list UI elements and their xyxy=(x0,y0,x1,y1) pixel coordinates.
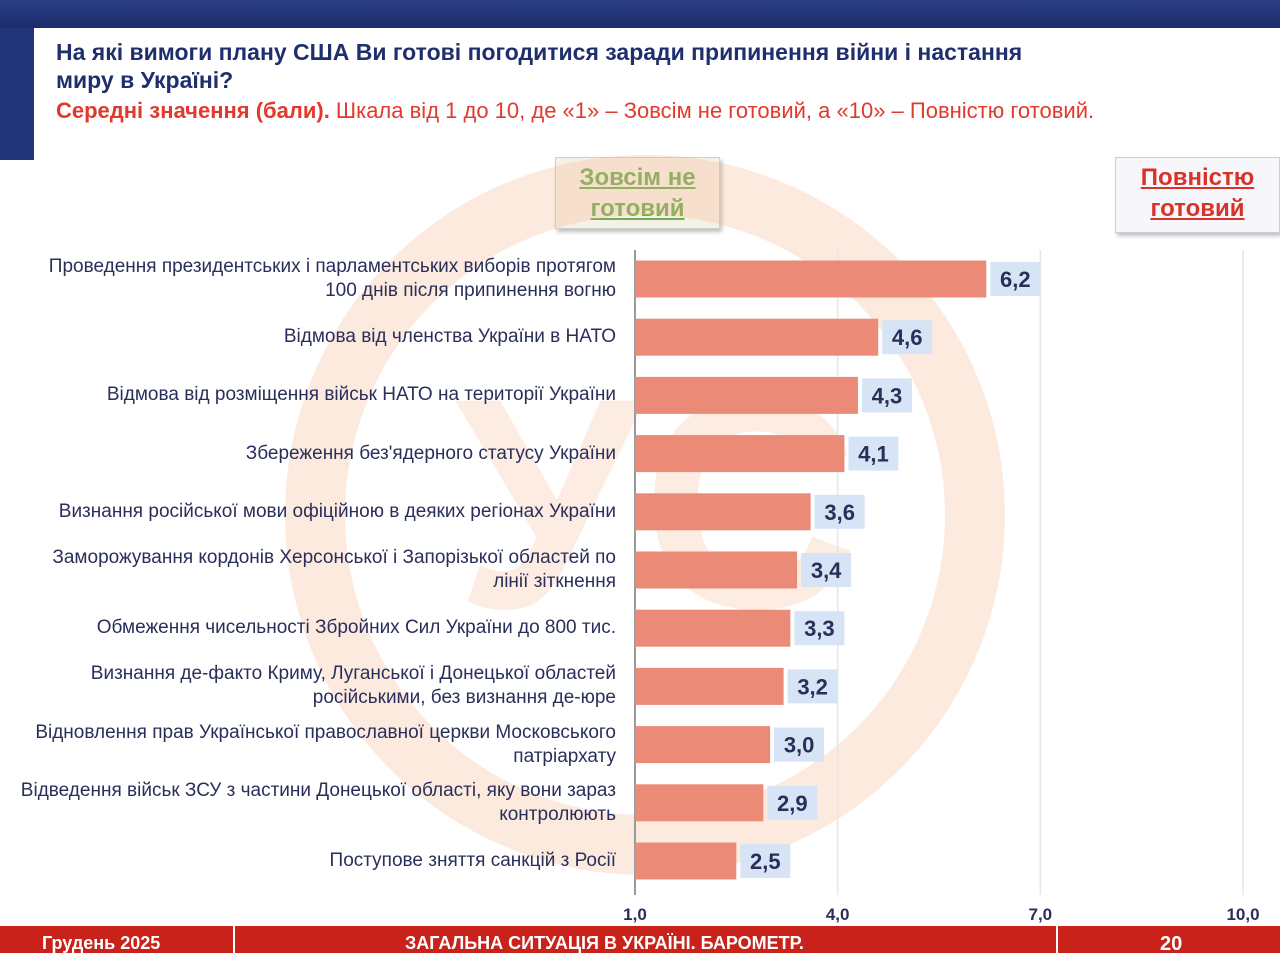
legend-not-ready: Зовсім не готовий xyxy=(555,157,720,229)
footer-divider xyxy=(233,926,235,953)
value-label: 2,9 xyxy=(777,791,808,816)
value-label-background xyxy=(794,611,845,646)
top-bar xyxy=(0,0,1280,28)
value-label-background xyxy=(882,320,933,355)
value-label-background xyxy=(990,262,1041,296)
category-label: Відмова від розміщення військ НАТО на те… xyxy=(106,384,616,406)
legend-fully-ready: Повністю готовий xyxy=(1115,157,1280,233)
x-tick-label: 7,0 xyxy=(1029,905,1053,924)
category-label: Відведення військ ЗСУ з частини Донецько… xyxy=(20,779,616,825)
x-tick-label: 1,0 xyxy=(623,905,647,924)
bar xyxy=(635,784,764,822)
bar xyxy=(635,260,987,298)
bar xyxy=(635,726,771,764)
category-label: Поступове зняття санкцій з Росії xyxy=(329,850,616,871)
subtitle: Середні значення (бали). Шкала від 1 до … xyxy=(56,98,1094,124)
value-label-background xyxy=(767,785,818,820)
category-label: Відновлення прав Української православно… xyxy=(35,721,616,767)
bar xyxy=(635,551,798,589)
footer-title: ЗАГАЛЬНА СИТУАЦІЯ В УКРАЇНІ. БАРОМЕТР. xyxy=(405,933,804,953)
subtitle-bold: Середні значення (бали). xyxy=(56,98,330,123)
value-label: 3,4 xyxy=(811,558,842,583)
subtitle-rest: Шкала від 1 до 10, де «1» – Зовсім не го… xyxy=(329,98,1095,123)
category-label: Визнання де-факто Криму, Луганської і До… xyxy=(90,663,616,709)
category-label: Обмеження чисельності Збройних Сил Украї… xyxy=(96,617,616,639)
value-label: 3,6 xyxy=(824,500,855,525)
bar xyxy=(635,318,879,356)
value-label: 3,3 xyxy=(804,616,835,641)
bar xyxy=(635,609,791,647)
value-label-background xyxy=(861,378,912,413)
category-label: Відмова від членства України в НАТО xyxy=(283,326,616,348)
left-accent-bar xyxy=(0,28,34,160)
bar xyxy=(635,376,858,414)
category-label: Заморожування кордонів Херсонської і Зап… xyxy=(52,547,616,592)
bar xyxy=(635,435,845,473)
category-label: Збереження без'ядерного статусу України xyxy=(245,442,616,464)
value-label-background xyxy=(787,669,838,704)
question-title: На які вимоги плану США Ви готові погоди… xyxy=(56,39,1023,93)
value-label: 4,6 xyxy=(892,325,923,350)
value-label-background xyxy=(774,727,825,762)
value-label-background xyxy=(801,553,852,587)
value-label: 3,2 xyxy=(797,674,828,699)
bar xyxy=(635,493,811,531)
value-label: 4,1 xyxy=(858,442,889,467)
value-label-background xyxy=(814,494,865,529)
value-label-background xyxy=(740,844,791,878)
category-label: Визнання російської мови офіційною в дея… xyxy=(58,500,616,522)
footer-divider xyxy=(1056,926,1058,953)
footer-date: Грудень 2025 xyxy=(42,933,161,953)
x-tick-label: 10,0 xyxy=(1226,905,1259,924)
bar xyxy=(635,667,784,705)
bar xyxy=(635,842,737,880)
value-label: 2,5 xyxy=(750,849,781,874)
footer-bar xyxy=(0,926,1280,953)
x-tick-label: 4,0 xyxy=(826,905,850,924)
value-label: 4,3 xyxy=(872,383,903,408)
value-label: 3,0 xyxy=(784,733,815,758)
value-label-background xyxy=(848,436,899,471)
value-label: 6,2 xyxy=(1000,267,1031,292)
footer-page-number: 20 xyxy=(1160,933,1183,955)
category-label: Проведення президентських і парламентськ… xyxy=(48,256,616,301)
